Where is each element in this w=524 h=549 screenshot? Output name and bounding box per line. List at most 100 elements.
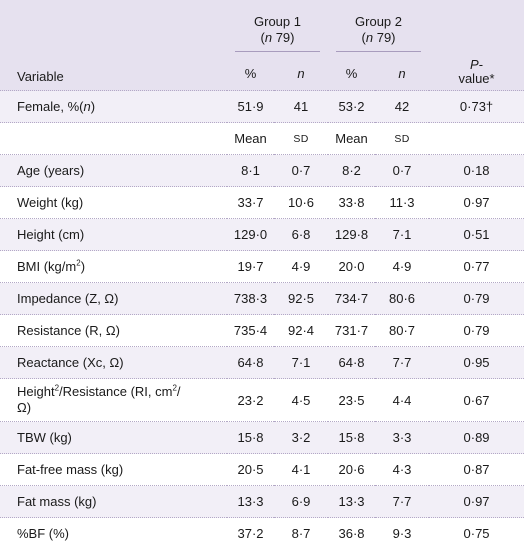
g1-mean-cell: 735·4 [227, 315, 274, 347]
g2-mean-cell: 20·6 [328, 454, 375, 486]
g2-sd-header: SD [375, 123, 429, 155]
g1-mean-cell: 64·8 [227, 347, 274, 379]
g2-sd-cell: 11·3 [375, 187, 429, 219]
g2-mean-cell: 23·5 [328, 379, 375, 422]
p-value-cell: 0·75 [429, 518, 524, 549]
g1-n-cell: 41 [274, 91, 328, 123]
g2-sd-cell: 80·6 [375, 283, 429, 315]
row-label: Female, %(n) [0, 91, 227, 123]
table-row: Reactance (Xc, Ω) 64·8 7·1 64·8 7·7 0·95 [0, 347, 524, 379]
g2-mean-cell: 8·2 [328, 155, 375, 187]
table-row: Weight (kg) 33·7 10·6 33·8 11·3 0·97 [0, 187, 524, 219]
table-row: Age (years) 8·1 0·7 8·2 0·7 0·18 [0, 155, 524, 187]
p-value-header: P- value* [429, 0, 524, 91]
g1-sd-cell: 4·9 [274, 251, 328, 283]
g1-sd-cell: 6·8 [274, 219, 328, 251]
row-label: Height (cm) [0, 219, 227, 251]
g1-sd-cell: 8·7 [274, 518, 328, 549]
g2-mean-cell: 13·3 [328, 486, 375, 518]
row-label: %BF (%) [0, 518, 227, 549]
p-value-cell: 0·51 [429, 219, 524, 251]
row-label: Height2/Resistance (RI, cm2/Ω) [0, 379, 227, 422]
row-label: Impedance (Z, Ω) [0, 283, 227, 315]
g1-sd-cell: 4·5 [274, 379, 328, 422]
row-label: Fat mass (kg) [0, 486, 227, 518]
g2-n-header: n [375, 56, 429, 91]
g1-sd-cell: 0·7 [274, 155, 328, 187]
g1-mean-cell: 738·3 [227, 283, 274, 315]
group1-title: Group 1 [227, 14, 328, 30]
p-value-cell [429, 123, 524, 155]
table-row: Fat mass (kg) 13·3 6·9 13·3 7·7 0·97 [0, 486, 524, 518]
group1-count: (n 79) [227, 30, 328, 46]
g2-sd-cell: 9·3 [375, 518, 429, 549]
g1-mean-cell: 15·8 [227, 422, 274, 454]
p-value-cell: 0·18 [429, 155, 524, 187]
p-value-cell: 0·89 [429, 422, 524, 454]
p-value-cell: 0·77 [429, 251, 524, 283]
g1-sd-cell: 92·5 [274, 283, 328, 315]
table-row: %BF (%) 37·2 8·7 36·8 9·3 0·75 [0, 518, 524, 549]
group1-header: Group 1 (n 79) [227, 0, 328, 56]
g1-mean-cell: 37·2 [227, 518, 274, 549]
group1-rule [235, 51, 320, 52]
g2-sd-cell: 4·3 [375, 454, 429, 486]
p-value-cell: 0·79 [429, 283, 524, 315]
row-label [0, 123, 227, 155]
g2-sd-cell: 7·7 [375, 347, 429, 379]
row-label: Resistance (R, Ω) [0, 315, 227, 347]
g2-pct-cell: 53·2 [328, 91, 375, 123]
table-row: Impedance (Z, Ω) 738·3 92·5 734·7 80·6 0… [0, 283, 524, 315]
p-value-cell: 0·95 [429, 347, 524, 379]
g2-mean-cell: 15·8 [328, 422, 375, 454]
p-value-cell: 0·87 [429, 454, 524, 486]
g1-sd-cell: 6·9 [274, 486, 328, 518]
table-row: Fat-free mass (kg) 20·5 4·1 20·6 4·3 0·8… [0, 454, 524, 486]
row-label: BMI (kg/m2) [0, 251, 227, 283]
p-value-cell: 0·79 [429, 315, 524, 347]
g1-mean-cell: 13·3 [227, 486, 274, 518]
g1-sd-cell: 10·6 [274, 187, 328, 219]
group2-count: (n 79) [328, 30, 429, 46]
g2-sd-cell: 0·7 [375, 155, 429, 187]
p-value-cell: 0·97 [429, 486, 524, 518]
p-value-cell: 0·67 [429, 379, 524, 422]
g1-mean-cell: 19·7 [227, 251, 274, 283]
g2-mean-cell: 734·7 [328, 283, 375, 315]
g1-mean-cell: 20·5 [227, 454, 274, 486]
p-value-cell: 0·97 [429, 187, 524, 219]
g2-mean-header: Mean [328, 123, 375, 155]
g2-sd-cell: 4·9 [375, 251, 429, 283]
g1-mean-cell: 23·2 [227, 379, 274, 422]
row-label: Fat-free mass (kg) [0, 454, 227, 486]
table-body: Female, %(n) 51·9 41 53·2 42 0·73† Mean … [0, 91, 524, 549]
g1-pct-header: % [227, 56, 274, 91]
row-label: Reactance (Xc, Ω) [0, 347, 227, 379]
g2-pct-header: % [328, 56, 375, 91]
g1-mean-cell: 8·1 [227, 155, 274, 187]
p-value-cell: 0·73† [429, 91, 524, 123]
g2-mean-cell: 20·0 [328, 251, 375, 283]
g2-sd-cell: 4·4 [375, 379, 429, 422]
row-label: Age (years) [0, 155, 227, 187]
table-row: Female, %(n) 51·9 41 53·2 42 0·73† [0, 91, 524, 123]
table-row: TBW (kg) 15·8 3·2 15·8 3·3 0·89 [0, 422, 524, 454]
row-label: TBW (kg) [0, 422, 227, 454]
g1-sd-cell: 3·2 [274, 422, 328, 454]
g2-mean-cell: 33·8 [328, 187, 375, 219]
g1-mean-cell: 129·0 [227, 219, 274, 251]
header-blank [0, 0, 227, 56]
g1-sd-cell: 92·4 [274, 315, 328, 347]
g2-mean-cell: 129·8 [328, 219, 375, 251]
table-row: Height2/Resistance (RI, cm2/Ω) 23·2 4·5 … [0, 379, 524, 422]
g1-sd-cell: 4·1 [274, 454, 328, 486]
g1-mean-header: Mean [227, 123, 274, 155]
g2-mean-cell: 731·7 [328, 315, 375, 347]
g1-mean-cell: 33·7 [227, 187, 274, 219]
g2-sd-cell: 7·7 [375, 486, 429, 518]
group2-header: Group 2 (n 79) [328, 0, 429, 56]
table-row: BMI (kg/m2) 19·7 4·9 20·0 4·9 0·77 [0, 251, 524, 283]
table-row: Mean SD Mean SD [0, 123, 524, 155]
g2-sd-cell: 7·1 [375, 219, 429, 251]
